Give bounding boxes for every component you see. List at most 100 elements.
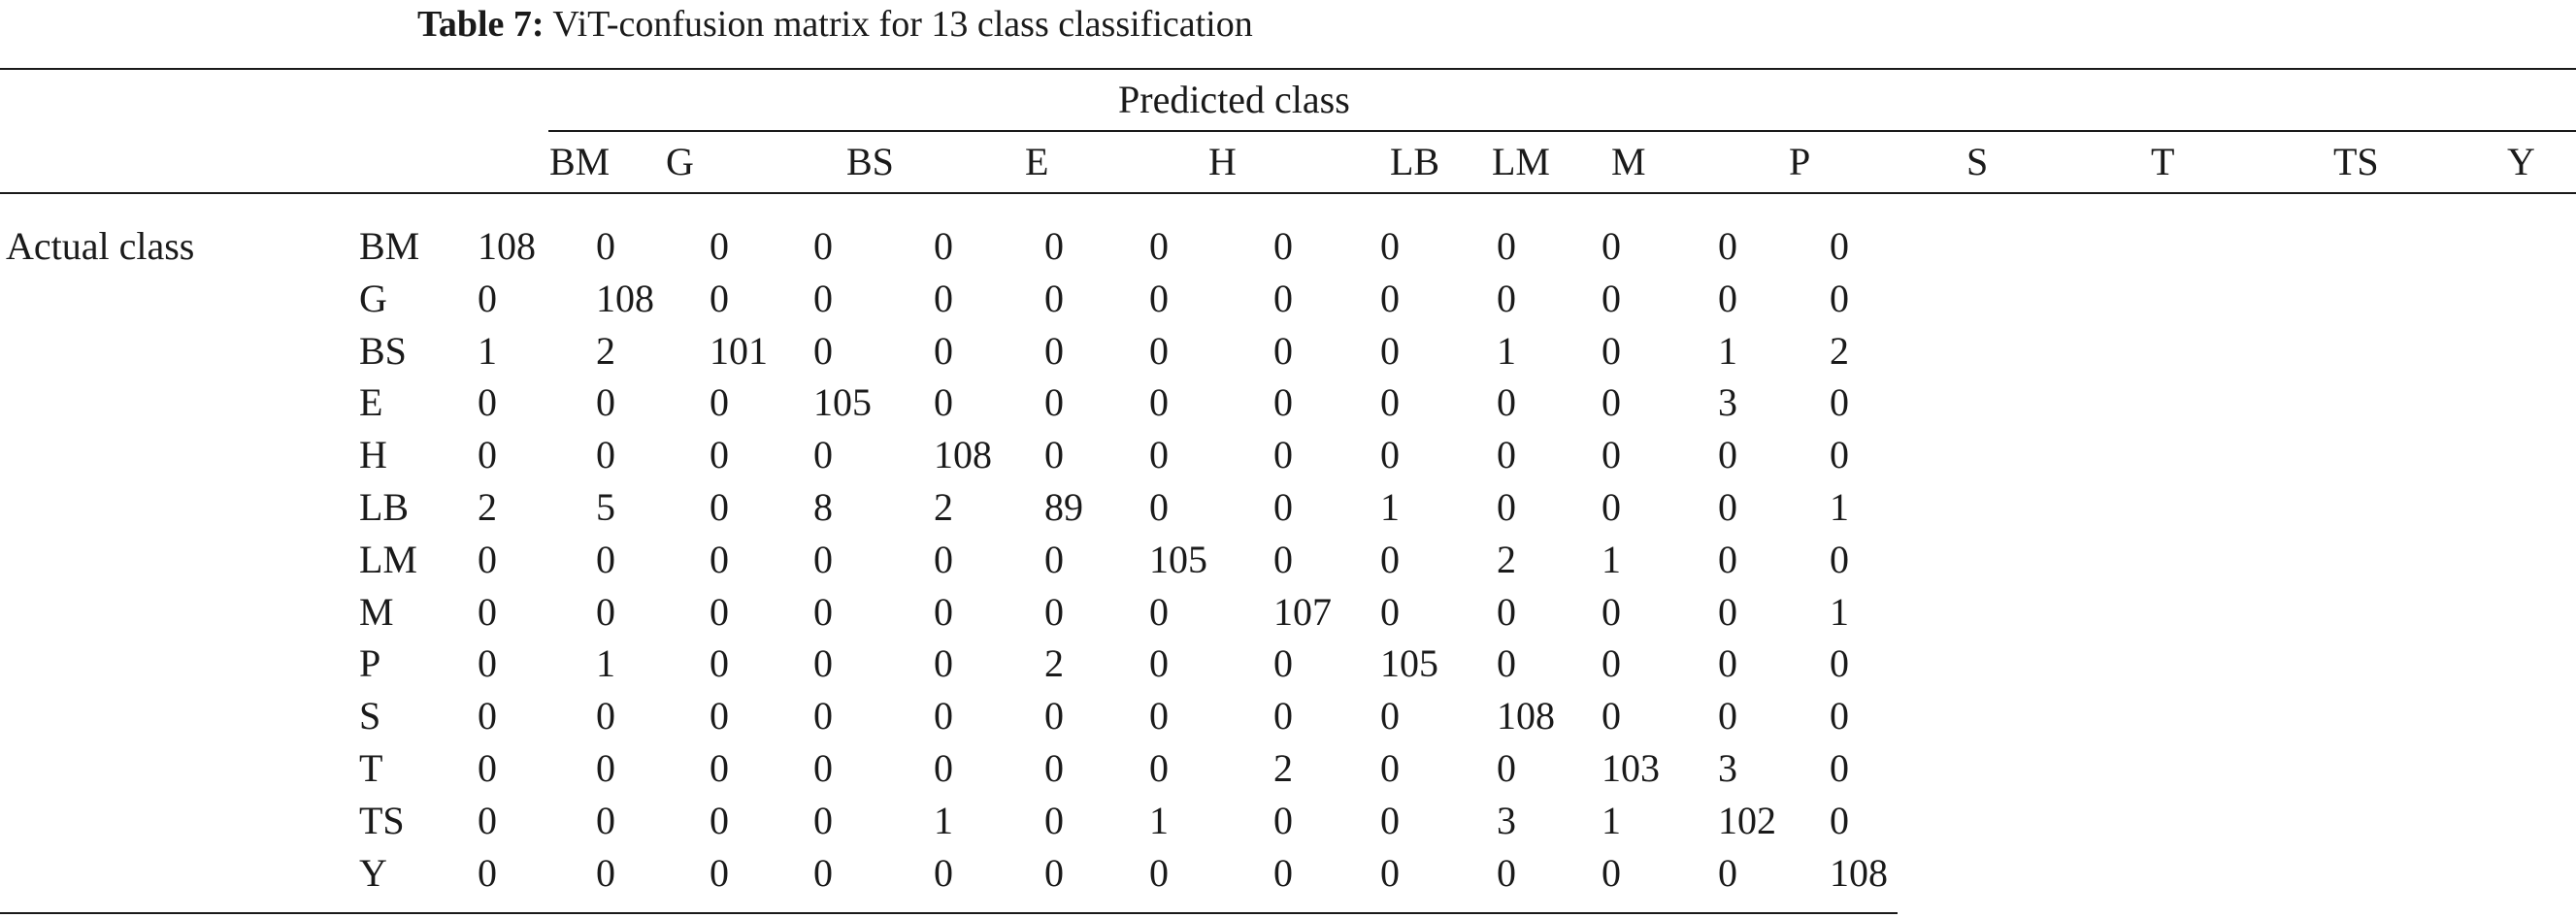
table-cell: 0: [1380, 276, 1400, 320]
table-cell: 0: [478, 694, 497, 738]
table-cell: 1: [1830, 485, 1849, 529]
row-label-bs: BS: [359, 328, 407, 373]
table-cell: 0: [934, 537, 953, 581]
table-cell: 5: [596, 485, 615, 529]
table-cell: 0: [813, 694, 833, 738]
table-cell: 0: [1149, 746, 1169, 790]
table-cell: 108: [1497, 694, 1555, 738]
table-cell: 1: [596, 641, 615, 686]
table-cell: 2: [1044, 641, 1064, 686]
table-cell: 1: [1830, 589, 1849, 634]
table-cell: 0: [478, 850, 497, 895]
column-header-lm: LM: [1492, 140, 1550, 183]
column-header-m: M: [1611, 140, 1646, 183]
table-cell: 0: [1602, 850, 1621, 895]
table-cell: 0: [1830, 746, 1849, 790]
table-cell: 0: [1718, 694, 1737, 738]
table-cell: 0: [1602, 485, 1621, 529]
table-cell: 1: [1718, 328, 1737, 373]
table-cell: 0: [1380, 850, 1400, 895]
table-cell: 0: [1602, 380, 1621, 425]
table-cell: 0: [710, 798, 729, 842]
row-label-bm: BM: [359, 224, 420, 268]
table-cell: 0: [1149, 224, 1169, 268]
table-cell: 0: [710, 641, 729, 686]
table-cell: 0: [1830, 380, 1849, 425]
table-cell: 0: [596, 537, 615, 581]
table-cell: 0: [1044, 537, 1064, 581]
column-header-h: H: [1208, 140, 1237, 183]
table-cell: 0: [1149, 276, 1169, 320]
column-header-lb: LB: [1390, 140, 1440, 183]
table-cell: 0: [478, 433, 497, 477]
table-cell: 0: [1602, 276, 1621, 320]
table-cell: 3: [1497, 798, 1516, 842]
table-cell: 0: [1830, 433, 1849, 477]
table-cell: 108: [596, 276, 654, 320]
table-cell: 0: [813, 328, 833, 373]
table-cell: 0: [813, 850, 833, 895]
table-cell: 0: [1380, 694, 1400, 738]
table-cell: 0: [710, 380, 729, 425]
table-label: Table 7:: [417, 4, 545, 45]
table-cell: 0: [1830, 276, 1849, 320]
table-cell: 1: [1602, 537, 1621, 581]
row-label-h: H: [359, 433, 387, 477]
table-cell: 0: [596, 224, 615, 268]
table-cell: 0: [1044, 433, 1064, 477]
table-cell: 0: [710, 589, 729, 634]
table-cell: 0: [478, 798, 497, 842]
table-cell: 0: [1380, 746, 1400, 790]
table-cell: 0: [1273, 694, 1293, 738]
table-cell: 0: [1149, 589, 1169, 634]
table-cell: 0: [1830, 224, 1849, 268]
table-cell: 0: [934, 589, 953, 634]
table-cell: 2: [1497, 537, 1516, 581]
table-cell: 0: [1149, 328, 1169, 373]
row-label-ts: TS: [359, 798, 405, 842]
table-cell: 0: [1497, 380, 1516, 425]
table-cell: 2: [596, 328, 615, 373]
spanner-rule: [548, 130, 2576, 132]
column-header-s: S: [1966, 140, 1989, 183]
column-header-e: E: [1025, 140, 1049, 183]
table-cell: 0: [934, 694, 953, 738]
table-cell: 0: [1380, 589, 1400, 634]
table-cell: 0: [596, 433, 615, 477]
table-cell: 0: [1273, 224, 1293, 268]
table-cell: 0: [1149, 485, 1169, 529]
table-cell: 0: [596, 850, 615, 895]
table-cell: 0: [478, 641, 497, 686]
table-cell: 0: [478, 746, 497, 790]
table-cell: 0: [1044, 589, 1064, 634]
table-cell: 0: [1497, 485, 1516, 529]
table-cell: 0: [1149, 380, 1169, 425]
table-cell: 0: [1497, 850, 1516, 895]
table-cell: 0: [1273, 276, 1293, 320]
row-label-y: Y: [359, 850, 387, 895]
column-header-ts: TS: [2333, 140, 2379, 183]
table-cell: 3: [1718, 746, 1737, 790]
table-cell: 0: [710, 850, 729, 895]
table-cell: 101: [710, 328, 768, 373]
table-cell: 0: [934, 276, 953, 320]
bottom-rule: [0, 912, 1898, 914]
column-header-g: G: [666, 140, 694, 183]
table-cell: 0: [1718, 641, 1737, 686]
row-label-t: T: [359, 746, 383, 790]
table-cell: 0: [1380, 798, 1400, 842]
table-cell: 3: [1718, 380, 1737, 425]
table-cell: 0: [1273, 328, 1293, 373]
table-cell: 0: [813, 537, 833, 581]
table-cell: 89: [1044, 485, 1083, 529]
row-label-m: M: [359, 589, 394, 634]
column-header-p: P: [1789, 140, 1811, 183]
table-cell: 0: [1044, 850, 1064, 895]
predicted-class-spanner: Predicted class: [1118, 78, 1350, 121]
table-cell: 108: [478, 224, 536, 268]
table-cell: 0: [934, 380, 953, 425]
table-cell: 0: [1380, 224, 1400, 268]
table-cell: 108: [1830, 850, 1888, 895]
table-cell: 0: [596, 694, 615, 738]
table-cell: 0: [1273, 798, 1293, 842]
